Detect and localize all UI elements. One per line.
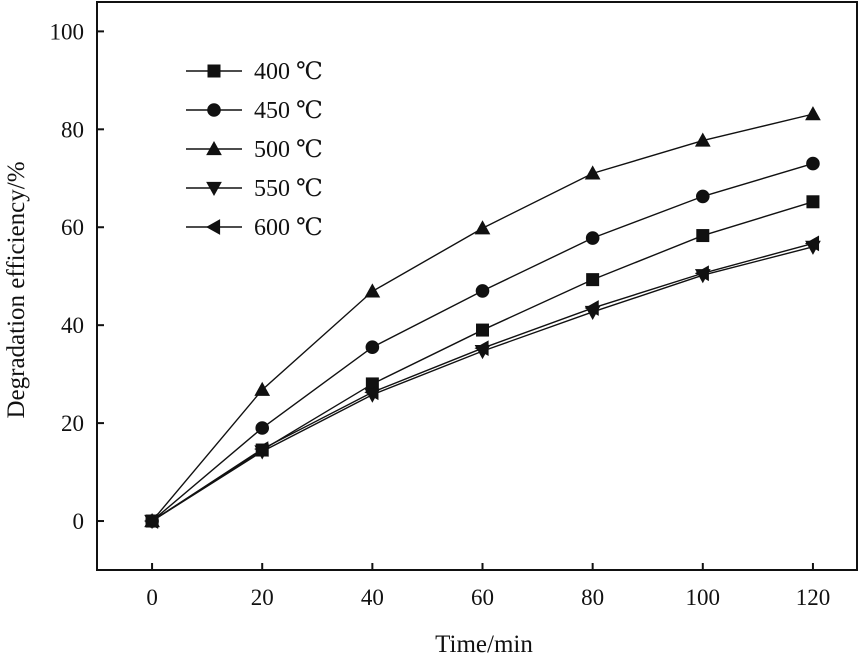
plot-frame bbox=[96, 1, 858, 571]
x-tick-label: 60 bbox=[471, 585, 494, 610]
data-point-marker bbox=[255, 421, 270, 435]
data-point-marker bbox=[584, 165, 601, 180]
data-point-marker bbox=[364, 384, 379, 401]
data-point-marker bbox=[804, 235, 820, 252]
series-2 bbox=[145, 156, 820, 528]
data-point-marker bbox=[695, 189, 710, 204]
legend-item: 450 ℃ bbox=[186, 98, 323, 124]
y-axis-title: Degradation efficiency/% bbox=[3, 161, 30, 418]
data-point-marker bbox=[365, 340, 380, 355]
data-point-marker bbox=[805, 106, 821, 121]
legend-label: 400 ℃ bbox=[254, 59, 323, 85]
y-tick-label: 40 bbox=[61, 313, 84, 338]
x-tick-label: 0 bbox=[146, 585, 158, 610]
series-3 bbox=[144, 106, 821, 528]
data-point-marker bbox=[474, 340, 489, 357]
legend-label: 550 ℃ bbox=[254, 176, 323, 202]
series-line bbox=[151, 201, 814, 522]
series-5 bbox=[144, 235, 820, 529]
x-tick-label: 100 bbox=[686, 585, 721, 610]
x-tick-label: 80 bbox=[581, 585, 604, 610]
legend-marker bbox=[206, 140, 222, 156]
y-tick-label: 60 bbox=[61, 215, 84, 240]
series-line bbox=[151, 162, 814, 522]
data-point-marker bbox=[584, 300, 599, 316]
legend: 400 ℃ 450 ℃ 500 ℃ 550 ℃ 600 ℃ bbox=[186, 59, 323, 241]
x-axis-title: Time/min bbox=[435, 631, 533, 658]
x-tick-label: 40 bbox=[361, 585, 384, 610]
legend-item: 600 ℃ bbox=[186, 215, 323, 241]
y-tick-label: 80 bbox=[61, 117, 84, 142]
data-point-marker bbox=[696, 229, 710, 243]
legend-item: 550 ℃ bbox=[186, 176, 323, 202]
x-tick-label: 120 bbox=[796, 585, 831, 610]
data-point-marker bbox=[585, 231, 600, 245]
data-point-marker bbox=[475, 284, 490, 298]
data-point-marker bbox=[694, 265, 709, 282]
series-layer bbox=[144, 106, 821, 530]
series-1 bbox=[145, 195, 820, 528]
legend-item: 500 ℃ bbox=[186, 137, 323, 163]
legend-marker bbox=[207, 64, 221, 78]
legend-item: 400 ℃ bbox=[186, 59, 323, 85]
legend-marker bbox=[205, 219, 221, 235]
data-point-marker bbox=[144, 513, 159, 529]
x-axis-ticks: 0 20 40 60 80 100 120 bbox=[146, 563, 830, 610]
legend-label: 600 ℃ bbox=[254, 215, 323, 241]
series-line bbox=[151, 113, 814, 522]
data-point-marker bbox=[254, 381, 271, 396]
y-axis-ticks: 0 20 40 60 80 100 bbox=[50, 19, 104, 534]
legend-label: 450 ℃ bbox=[254, 98, 323, 124]
y-tick-label: 20 bbox=[61, 411, 84, 436]
legend-marker bbox=[206, 181, 222, 197]
data-point-marker bbox=[254, 441, 269, 457]
y-tick-label: 100 bbox=[50, 19, 85, 44]
legend-marker bbox=[207, 103, 221, 117]
data-point-marker bbox=[694, 132, 711, 147]
data-point-marker bbox=[586, 273, 600, 287]
data-point-marker bbox=[806, 195, 820, 209]
data-point-marker bbox=[476, 323, 490, 337]
data-point-marker bbox=[806, 156, 820, 171]
y-tick-label: 0 bbox=[73, 509, 85, 534]
data-point-marker bbox=[474, 220, 491, 235]
x-tick-label: 20 bbox=[251, 585, 274, 610]
data-point-marker bbox=[364, 283, 381, 298]
legend-label: 500 ℃ bbox=[254, 137, 323, 163]
